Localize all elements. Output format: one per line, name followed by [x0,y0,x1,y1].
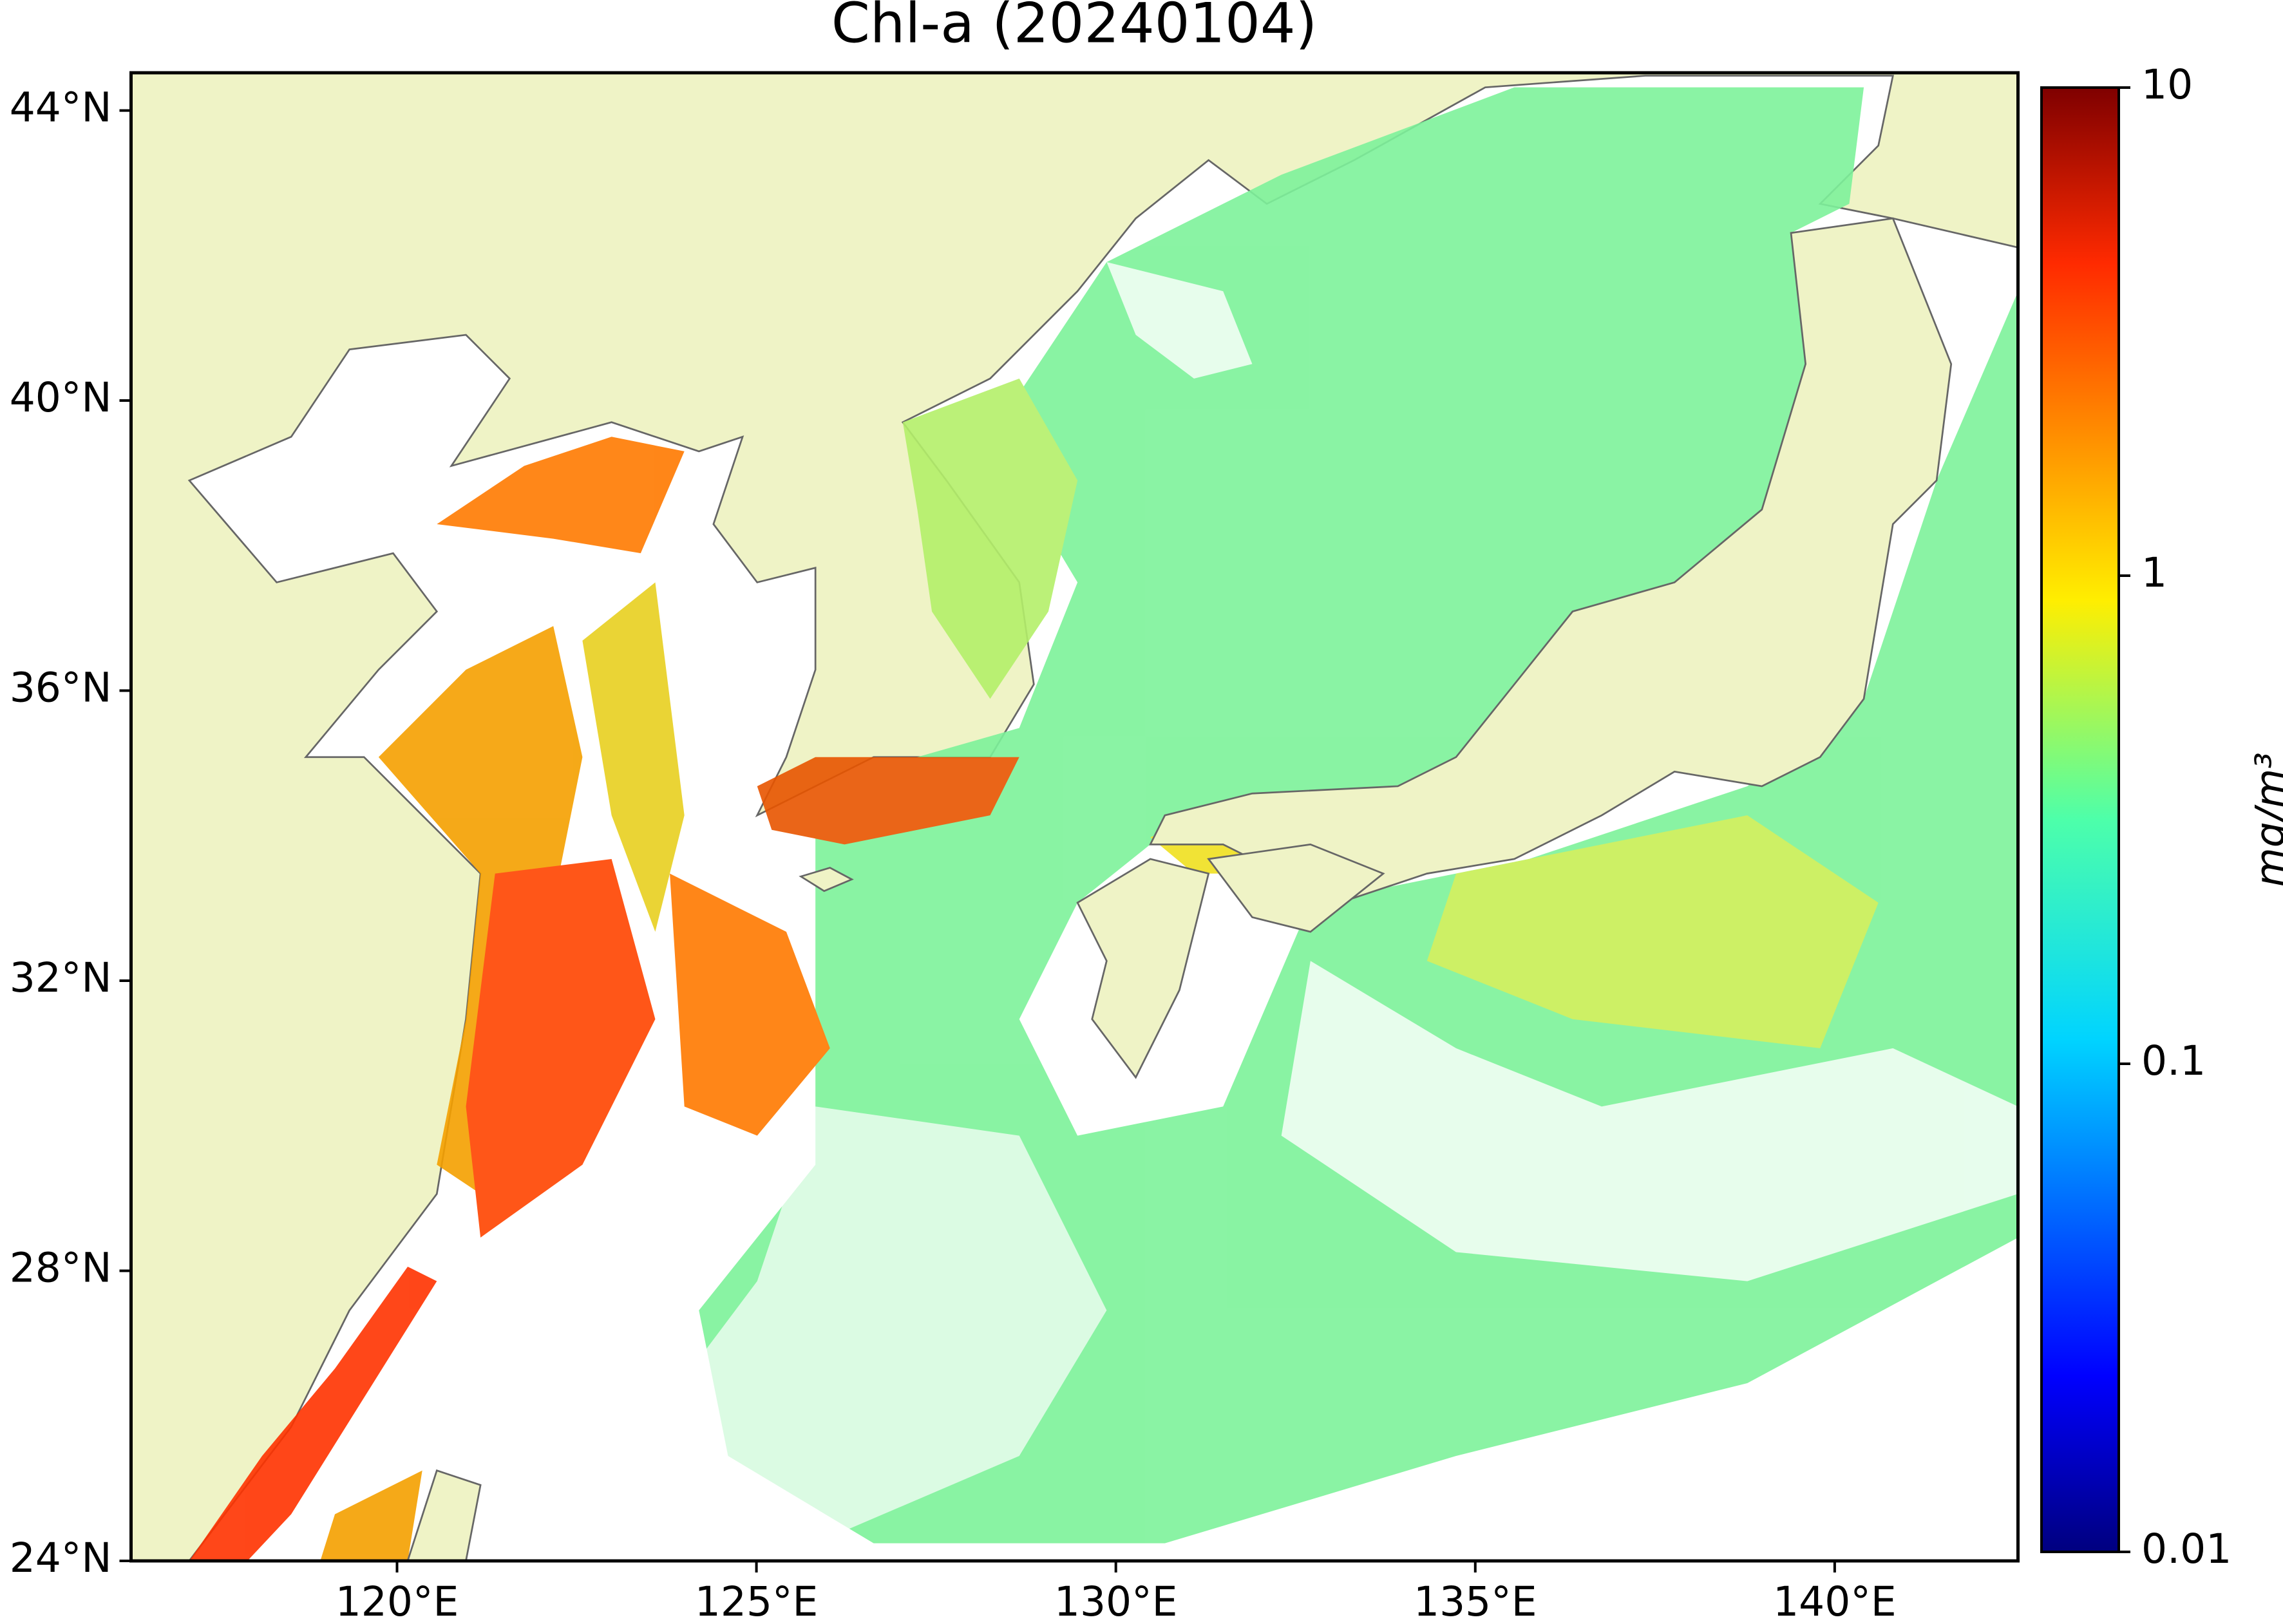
colorbar [2040,86,2120,1553]
shikoku [1207,843,1385,933]
x-tick-label: 120°E [336,1578,459,1624]
y-tick-label: 32°N [10,954,112,1001]
jeju [799,867,854,892]
kyushu [1076,858,1210,1079]
taiwan [406,1469,482,1561]
y-tick-label: 36°N [10,665,112,712]
x-tick-label: 140°E [1773,1578,1897,1624]
colorbar-tick-label: 1 [2141,549,2167,596]
chlorophyll-field [189,87,2018,1561]
y-tick-label: 24°N [10,1534,112,1582]
colorbar-tick-label: 0.01 [2141,1525,2231,1572]
colorbar-tick-label: 0.1 [2141,1037,2206,1084]
y-tick-label: 40°N [10,374,112,421]
y-tick-label: 44°N [10,84,112,131]
map-title: Chl-a (20240104) [831,0,1317,55]
colorbar-tick-label: 10 [2141,61,2193,108]
colorbar-label: mg/m³ [2247,752,2283,887]
map-area [131,73,2018,1561]
y-tick-label: 28°N [10,1245,112,1292]
x-tick-label: 130°E [1054,1578,1178,1624]
x-tick-label: 125°E [695,1578,819,1624]
plot-frame [129,71,2020,1563]
x-tick-label: 135°E [1414,1578,1537,1624]
